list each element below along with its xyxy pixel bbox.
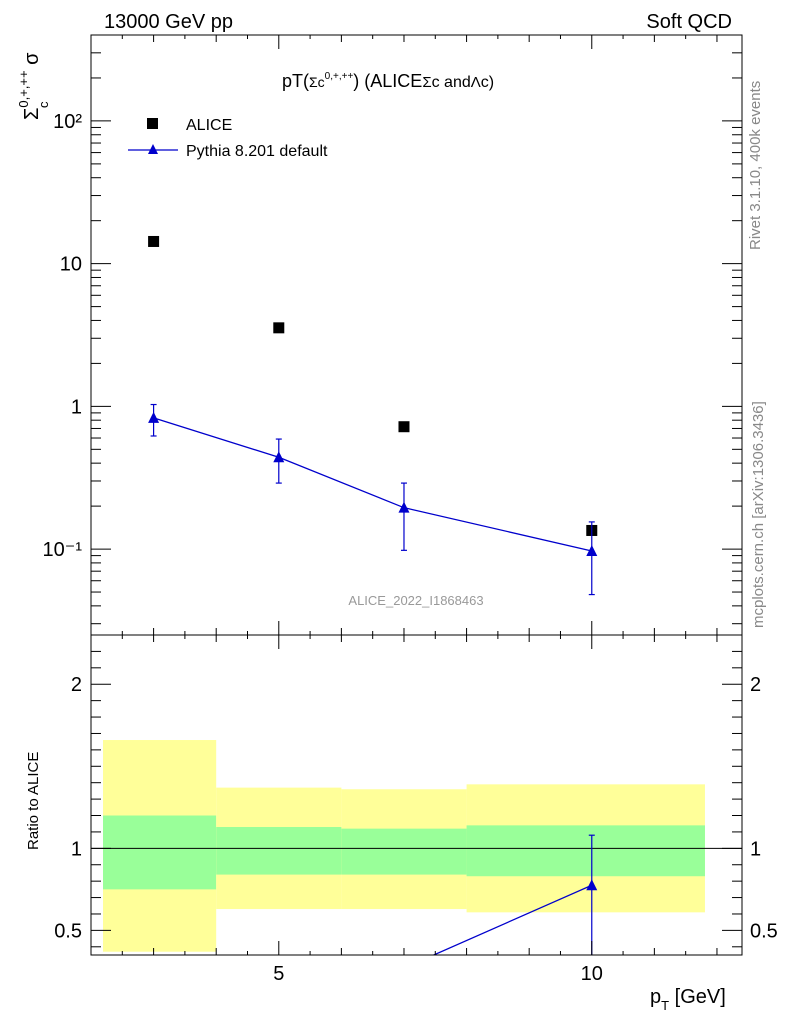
main-ytick-label-3: 10² xyxy=(53,111,82,133)
watermark: ALICE_2022_I1868463 xyxy=(348,593,483,608)
ratio-ytick-label-right-1: 1 xyxy=(750,838,761,860)
pythia-point-3 xyxy=(586,544,598,556)
ratio-frame xyxy=(90,634,743,956)
mcplots-label: mcplots.cern.ch [arXiv:1306.3436] xyxy=(750,401,767,628)
ratio-ytick-label-left-2: 2 xyxy=(71,674,82,696)
alice-point-2 xyxy=(398,421,410,433)
main-ylabel: Σ0,+,++ σ c xyxy=(16,52,51,120)
ratio-ytick-label-right-2: 2 xyxy=(750,674,761,696)
ratio-ytick-label-right-0: 0.5 xyxy=(750,920,778,942)
x-tick-label-0: 5 xyxy=(273,963,284,985)
legend-marker-alice xyxy=(147,118,158,129)
plot-title: pT(Σc0,+,++) (ALICEΣc andΛc) xyxy=(282,71,494,91)
header-right: Soft QCD xyxy=(646,11,732,33)
main-ytick-label-1: 1 xyxy=(71,396,82,418)
svg-text:Σ0,+,++ σ: Σ0,+,++ σ xyxy=(16,52,43,120)
ratio-point-1 xyxy=(586,879,598,891)
rivet-label: Rivet 3.1.10, 400k events xyxy=(747,81,764,250)
ratio-band-green-2 xyxy=(341,828,467,875)
alice-point-1 xyxy=(273,322,285,334)
ratio-band-green-0 xyxy=(103,815,217,890)
x-tick-label-1: 10 xyxy=(581,963,603,985)
header-left: 13000 GeV pp xyxy=(104,11,233,33)
ratio-ytick-label-left-1: 1 xyxy=(71,838,82,860)
legend-marker-pythia xyxy=(148,144,158,154)
xlabel: pT [GeV] xyxy=(650,986,726,1013)
legend-label-pythia: Pythia 8.201 default xyxy=(186,143,328,160)
ratio-band-green-1 xyxy=(216,827,342,875)
ratio-ylabel: Ratio to ALICE xyxy=(25,752,42,850)
main-ytick-label-2: 10 xyxy=(60,254,82,276)
ratio-ytick-label-left-0: 0.5 xyxy=(54,920,82,942)
svg-text:c: c xyxy=(36,101,51,108)
pythia-point-1 xyxy=(273,451,285,463)
main-ytick-label-0: 10⁻¹ xyxy=(43,539,83,561)
pythia-line xyxy=(153,417,592,552)
pythia-point-0 xyxy=(148,411,160,423)
pythia-point-2 xyxy=(398,501,410,513)
ratio-band-green-3 xyxy=(466,825,705,877)
ratio-point-0 xyxy=(398,962,409,973)
legend: ALICE Pythia 8.201 default xyxy=(128,117,328,160)
alice-point-0 xyxy=(148,235,160,247)
legend-label-alice: ALICE xyxy=(186,117,232,134)
